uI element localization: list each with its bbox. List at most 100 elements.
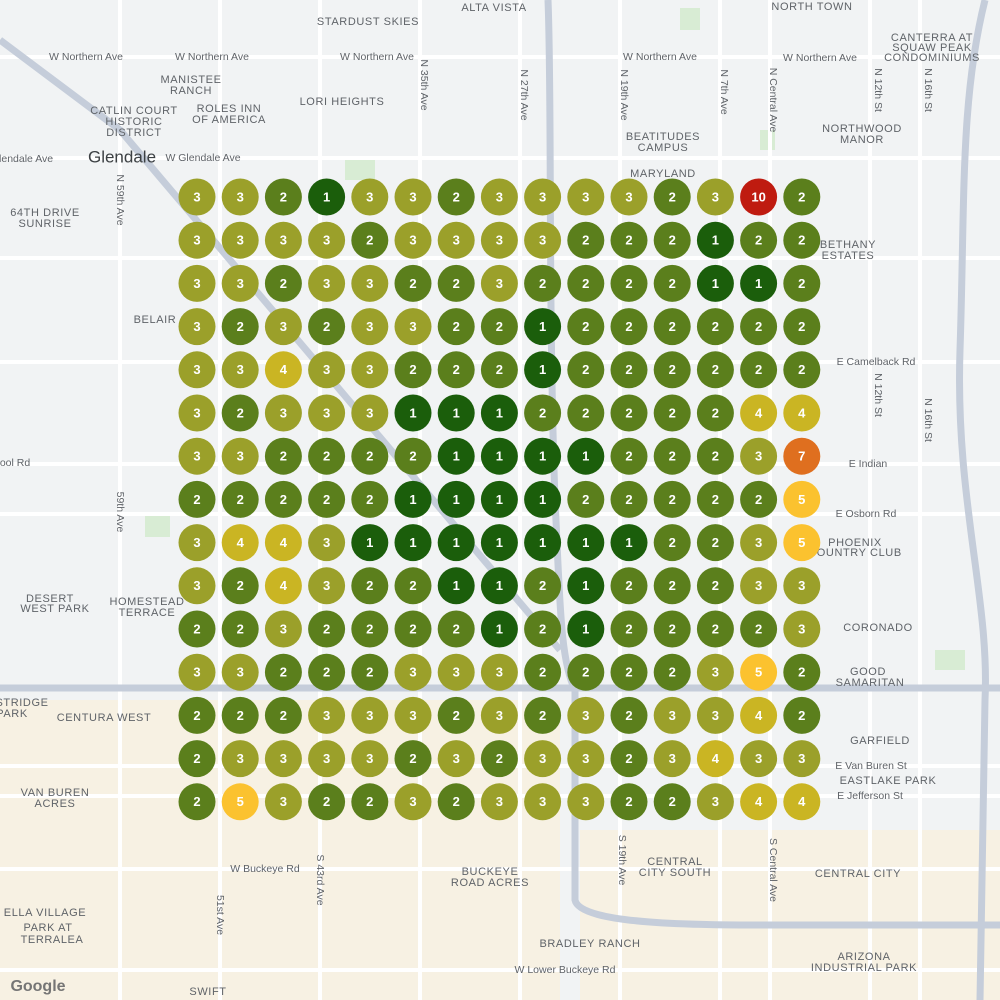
count-cell xyxy=(221,740,259,778)
count-label: 4 xyxy=(798,405,806,420)
count-label: 2 xyxy=(496,751,503,766)
count-cell xyxy=(178,437,216,475)
count-cell xyxy=(480,783,518,821)
count-cell xyxy=(524,653,562,691)
count-label: 2 xyxy=(755,233,762,248)
place-label: PHOENIX xyxy=(828,537,882,549)
count-cell xyxy=(567,696,605,734)
count-cell xyxy=(308,308,346,346)
count-label: 2 xyxy=(193,621,200,636)
count-label: 2 xyxy=(669,276,676,291)
count-cell xyxy=(480,308,518,346)
count-cell xyxy=(264,653,302,691)
count-cell xyxy=(221,524,259,562)
count-label: 4 xyxy=(755,405,763,420)
count-cell xyxy=(783,653,821,691)
count-label: 3 xyxy=(496,189,503,204)
count-cell xyxy=(783,610,821,648)
count-label: 3 xyxy=(755,751,762,766)
count-cell xyxy=(783,394,821,432)
count-label: 3 xyxy=(193,405,200,420)
count-cell xyxy=(308,264,346,302)
count-label: 2 xyxy=(798,708,805,723)
count-cell xyxy=(178,351,216,389)
count-label: 2 xyxy=(625,492,632,507)
count-cell xyxy=(394,437,432,475)
place-label: OF AMERICA xyxy=(192,114,266,126)
count-cell xyxy=(740,221,778,259)
count-label: 2 xyxy=(237,578,244,593)
count-label: 1 xyxy=(453,449,460,464)
street-label: E Camelback Rd xyxy=(837,356,916,368)
count-cell xyxy=(437,696,475,734)
count-cell xyxy=(696,610,734,648)
count-cell xyxy=(480,394,518,432)
count-label: 2 xyxy=(669,621,676,636)
street-label: N 16th St xyxy=(922,68,934,112)
count-cell xyxy=(610,610,648,648)
count-label: 2 xyxy=(409,621,416,636)
count-label: 2 xyxy=(539,276,546,291)
count-label: 3 xyxy=(409,319,416,334)
count-label: 3 xyxy=(323,405,330,420)
count-label: 2 xyxy=(625,362,632,377)
count-cell xyxy=(567,524,605,562)
place-label: NORTH TOWN xyxy=(771,1,852,13)
count-label: 2 xyxy=(280,708,287,723)
count-cell xyxy=(308,351,346,389)
count-label: 3 xyxy=(193,578,200,593)
count-cell xyxy=(264,308,302,346)
count-cell xyxy=(696,308,734,346)
count-label: 3 xyxy=(712,665,719,680)
count-cell xyxy=(696,394,734,432)
count-cell xyxy=(437,783,475,821)
count-label: 3 xyxy=(280,405,287,420)
count-label: 3 xyxy=(582,794,589,809)
place-label: ALTA VISTA xyxy=(461,2,526,14)
count-label: 3 xyxy=(496,794,503,809)
count-cell xyxy=(221,221,259,259)
count-label: 2 xyxy=(582,665,589,680)
count-cell xyxy=(178,221,216,259)
count-label: 1 xyxy=(453,492,460,507)
place-label: DESERT xyxy=(26,593,74,605)
count-cell xyxy=(696,480,734,518)
count-cell xyxy=(610,653,648,691)
count-cell xyxy=(351,437,389,475)
count-cell xyxy=(308,783,346,821)
count-cell xyxy=(740,308,778,346)
count-label: 1 xyxy=(712,276,719,291)
cell-grid: 3 3 2 1 3 3 2 3 3 3 3 2 3 10 2 3 3 3 3 2 3 3 3 3 2 2 2 1 2 2 3 3 2 3 3 2 2 3 2… xyxy=(178,178,821,821)
count-label: 2 xyxy=(669,319,676,334)
count-cell xyxy=(178,740,216,778)
count-label: 2 xyxy=(582,405,589,420)
count-label: 2 xyxy=(582,362,589,377)
street-label: N 35th Ave xyxy=(418,59,430,110)
count-cell xyxy=(221,696,259,734)
count-label: 2 xyxy=(237,319,244,334)
count-label: 2 xyxy=(669,794,676,809)
count-cell xyxy=(221,351,259,389)
count-label: 2 xyxy=(625,621,632,636)
count-label: 2 xyxy=(712,362,719,377)
count-label: 2 xyxy=(755,319,762,334)
count-cell xyxy=(610,437,648,475)
count-cell xyxy=(740,178,778,216)
count-cell xyxy=(480,567,518,605)
place-label: ACRES xyxy=(35,798,76,810)
count-label: 1 xyxy=(755,276,762,291)
street-label: E Van Buren St xyxy=(835,760,907,772)
count-cell xyxy=(308,394,346,432)
count-label: 2 xyxy=(669,233,676,248)
place-label: SWIFT xyxy=(189,986,226,998)
count-cell xyxy=(524,351,562,389)
count-cell xyxy=(696,567,734,605)
count-label: 1 xyxy=(323,189,330,204)
count-label: 3 xyxy=(237,751,244,766)
count-label: 2 xyxy=(280,189,287,204)
count-cell xyxy=(394,221,432,259)
count-label: 1 xyxy=(453,578,460,593)
count-cell xyxy=(308,610,346,648)
count-label: 3 xyxy=(193,276,200,291)
count-label: 2 xyxy=(625,233,632,248)
